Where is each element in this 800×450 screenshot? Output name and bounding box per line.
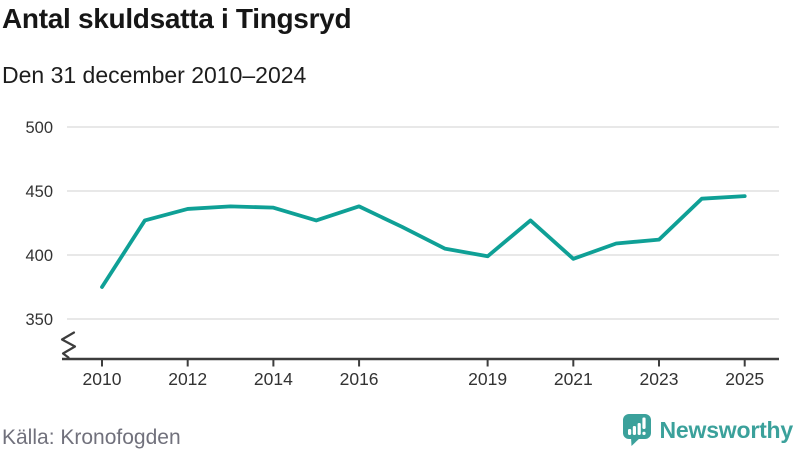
x-tick-label: 2019 xyxy=(468,369,507,389)
y-tick-label: 400 xyxy=(25,247,53,265)
x-tick-label: 2021 xyxy=(554,369,593,389)
y-tick-label: 450 xyxy=(25,183,53,201)
x-tick-label: 2010 xyxy=(83,369,122,389)
y-axis-break-squiggle xyxy=(60,331,77,359)
chart-title: Antal skuldsatta i Tingsryd xyxy=(2,3,352,34)
logo-bar-tall xyxy=(637,423,641,435)
logo-bubble-shape xyxy=(622,414,651,439)
chart-subtitle: Den 31 december 2010–2024 xyxy=(2,62,307,88)
x-tick-label: 2025 xyxy=(725,369,764,389)
newsworthy-logo: Newsworthy xyxy=(622,413,793,447)
data-line xyxy=(100,194,747,289)
x-tick-label: 2023 xyxy=(640,369,679,389)
y-tick-label: 350 xyxy=(25,311,53,329)
newsworthy-logo-icon xyxy=(622,414,651,446)
logo-bar-small xyxy=(627,429,631,435)
x-tick-label: 2016 xyxy=(340,369,379,389)
logo-exclamation-bar xyxy=(641,417,646,429)
x-tick-label: 2014 xyxy=(254,369,293,389)
y-tick-label: 500 xyxy=(25,119,53,137)
source-label: Källa: Kronofogden xyxy=(2,426,181,449)
logo-bar-medium xyxy=(632,426,636,435)
logo-bubble-tail xyxy=(630,437,641,446)
newsworthy-logo-text: Newsworthy xyxy=(659,416,794,443)
logo-exclamation-dot xyxy=(641,431,646,435)
x-tick-label: 2012 xyxy=(168,369,207,389)
